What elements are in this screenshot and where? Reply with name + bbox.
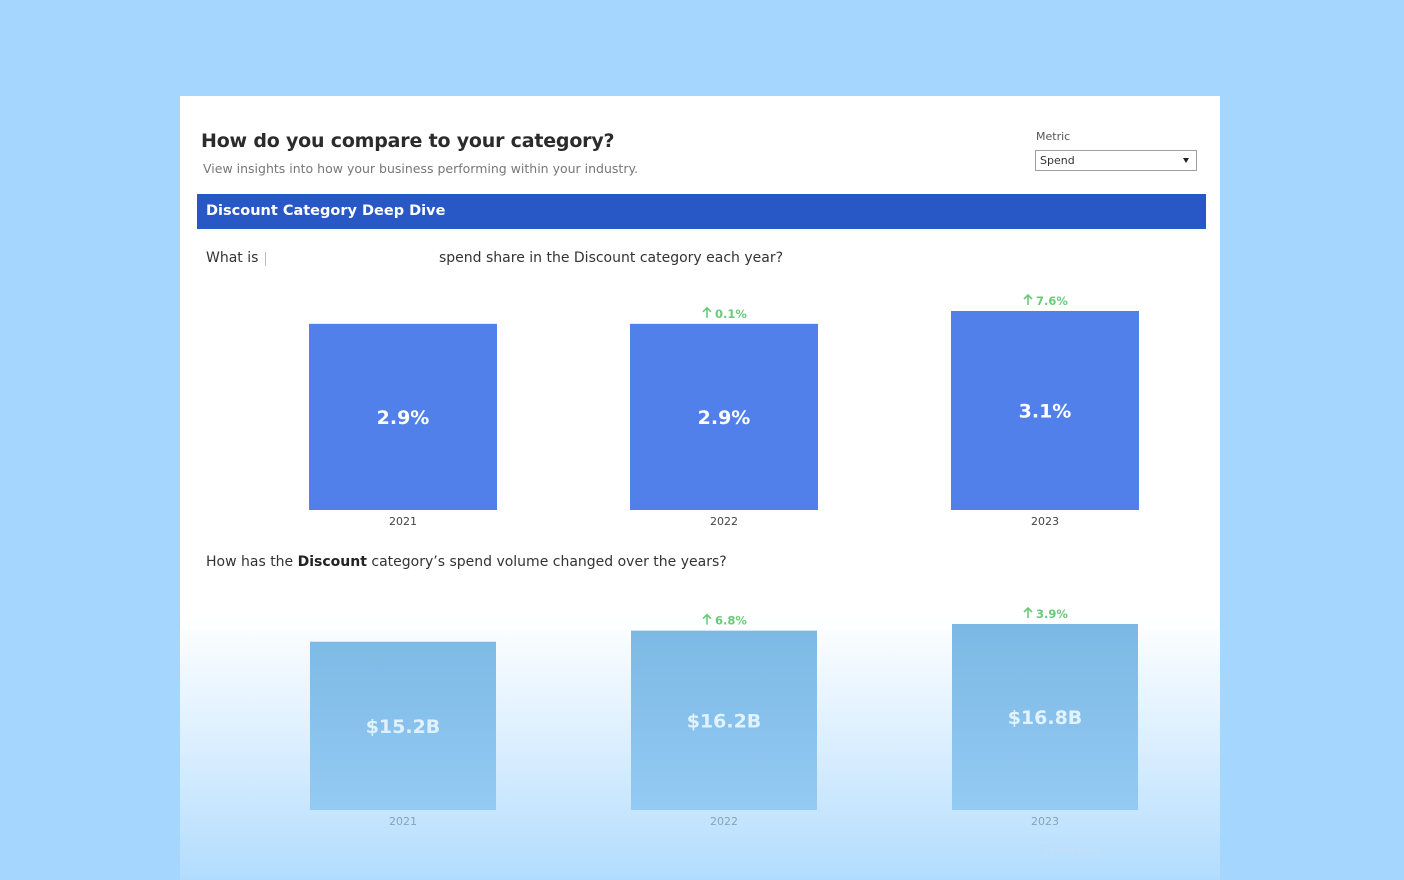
- x-tick-label: 2023: [1031, 815, 1059, 826]
- volume-question: How has the Discount category’s spend vo…: [206, 554, 727, 570]
- bar-value-label: 3.1%: [1019, 401, 1072, 423]
- volume-question-suffix: category’s spend volume changed over the…: [366, 554, 727, 570]
- bar-2021[interactable]: [309, 323, 497, 510]
- arrow-up-icon: [1023, 293, 1033, 305]
- bar-value-label: 2.9%: [377, 407, 430, 429]
- x-tick-label: 2022: [710, 515, 738, 528]
- change-indicator: 7.6%: [1023, 293, 1068, 308]
- change-indicator: 3.9%: [1023, 606, 1068, 621]
- change-label: 6.8%: [715, 614, 747, 628]
- dashboard-card: How do you compare to your category? Vie…: [180, 96, 1220, 880]
- share-question-suffix: spend share in the Discount category eac…: [439, 250, 784, 266]
- change-label: 0.1%: [715, 307, 747, 321]
- chevron-down-icon[interactable]: [1183, 158, 1189, 163]
- arrow-up-icon: [1023, 606, 1033, 618]
- metric-dropdown-value: Spend: [1040, 154, 1075, 167]
- bar-value-label: 2.9%: [698, 407, 751, 429]
- x-tick-label: 2021: [389, 815, 417, 826]
- volume-question-category: Discount: [297, 554, 367, 570]
- bar-value-label: $15.2B: [366, 716, 441, 738]
- bar-2022[interactable]: [630, 323, 818, 510]
- change-indicator: 6.8%: [702, 613, 747, 628]
- change-label: 7.6%: [1036, 294, 1068, 308]
- x-tick-label: 2023: [1031, 515, 1059, 528]
- page-title: How do you compare to your category?: [201, 130, 615, 152]
- x-tick-label: 2021: [389, 515, 417, 528]
- bar-value-label: $16.2B: [687, 710, 762, 732]
- x-tick-label: 2022: [710, 815, 738, 826]
- bar-2023[interactable]: [951, 311, 1139, 510]
- volume-chart: $15.2B 2021 $16.2B 2022 6.8% $16.8B 2023 3.9%: [180, 586, 1220, 826]
- timeframe-label: Timeframe: [1044, 846, 1099, 857]
- share-chart: 2.9% 2021 2.9% 2022 0.1% 3.1% 2023 7.6%: [180, 286, 1220, 536]
- share-question-prefix: What is: [206, 250, 263, 266]
- change-indicator: 0.1%: [702, 306, 747, 321]
- page-subtitle: View insights into how your business per…: [203, 161, 639, 176]
- metric-filter-label: Metric: [1036, 130, 1071, 143]
- bar-value-label: $16.8B: [1008, 707, 1083, 729]
- change-label: 3.9%: [1036, 607, 1068, 621]
- redacted-name-marker: [265, 252, 266, 266]
- section-header: Discount Category Deep Dive: [197, 194, 1206, 229]
- volume-question-prefix: How has the: [206, 554, 298, 570]
- arrow-up-icon: [702, 306, 712, 318]
- metric-dropdown[interactable]: Spend: [1035, 150, 1197, 171]
- arrow-up-icon: [702, 613, 712, 625]
